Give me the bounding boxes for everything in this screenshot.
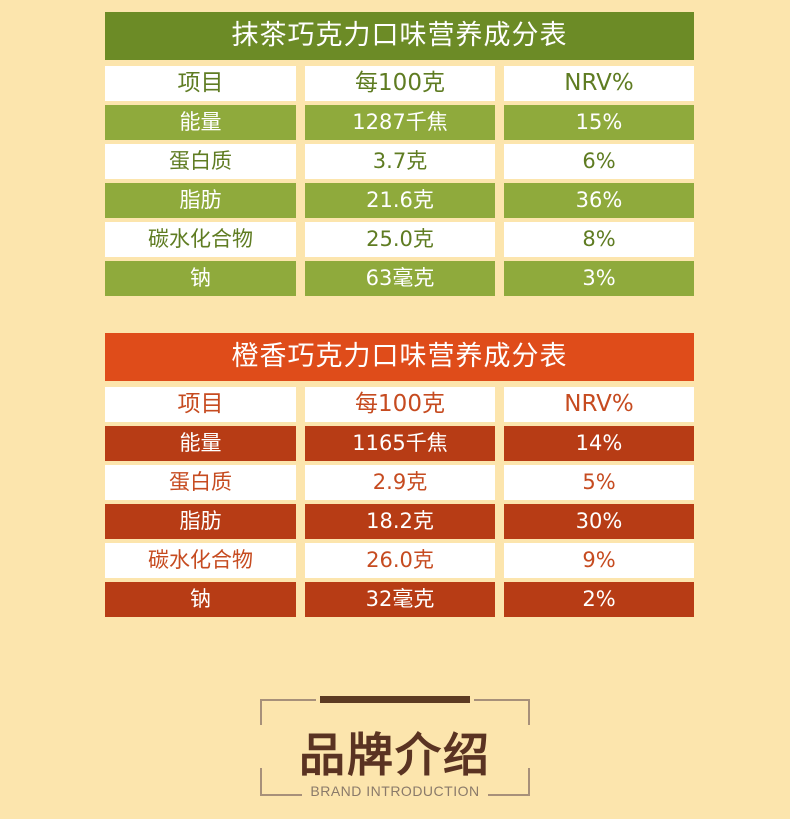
nutrient-nrv: 6% xyxy=(504,144,694,179)
table-title: 抹茶巧克力口味营养成分表 xyxy=(105,12,694,60)
nutrient-amount: 25.0克 xyxy=(305,222,495,257)
table-row: 钠 32毫克 2% xyxy=(105,582,694,617)
header-cell-nrv: NRV% xyxy=(504,66,694,101)
matcha-nutrition-table: 抹茶巧克力口味营养成分表 项目 每100克 NRV% 能量 1287千焦 15%… xyxy=(105,12,694,296)
brand-intro-title: 品牌介绍 xyxy=(299,728,491,782)
nutrient-amount: 63毫克 xyxy=(305,261,495,296)
nutrient-nrv: 2% xyxy=(504,582,694,617)
table-row: 能量 1287千焦 15% xyxy=(105,105,694,140)
nutrient-name: 脂肪 xyxy=(105,183,296,218)
nutrient-name: 蛋白质 xyxy=(105,144,296,179)
nutrient-amount: 26.0克 xyxy=(305,543,495,578)
nutrient-nrv: 9% xyxy=(504,543,694,578)
table-row: 碳水化合物 26.0克 9% xyxy=(105,543,694,578)
table-row: 蛋白质 2.9克 5% xyxy=(105,465,694,500)
nutrient-nrv: 14% xyxy=(504,426,694,461)
nutrient-amount: 21.6克 xyxy=(305,183,495,218)
frame-corner-top-left xyxy=(260,699,316,725)
table-row: 脂肪 21.6克 36% xyxy=(105,183,694,218)
header-cell-nrv: NRV% xyxy=(504,387,694,422)
nutrient-name: 蛋白质 xyxy=(105,465,296,500)
nutrient-nrv: 5% xyxy=(504,465,694,500)
nutrient-nrv: 36% xyxy=(504,183,694,218)
decorative-bar xyxy=(320,696,470,703)
nutrient-name: 能量 xyxy=(105,105,296,140)
brand-intro-subtitle: BRAND INTRODUCTION xyxy=(310,783,480,799)
header-cell-per100g: 每100克 xyxy=(305,66,495,101)
nutrient-amount: 18.2克 xyxy=(305,504,495,539)
nutrient-name: 碳水化合物 xyxy=(105,543,296,578)
nutrient-name: 钠 xyxy=(105,261,296,296)
nutrient-amount: 32毫克 xyxy=(305,582,495,617)
nutrient-nrv: 30% xyxy=(504,504,694,539)
table-header-row: 项目 每100克 NRV% xyxy=(105,387,694,422)
nutrient-amount: 3.7克 xyxy=(305,144,495,179)
table-row: 蛋白质 3.7克 6% xyxy=(105,144,694,179)
nutrient-nrv: 8% xyxy=(504,222,694,257)
nutrient-nrv: 15% xyxy=(504,105,694,140)
nutrient-amount: 1287千焦 xyxy=(305,105,495,140)
table-row: 能量 1165千焦 14% xyxy=(105,426,694,461)
nutrient-name: 脂肪 xyxy=(105,504,296,539)
header-cell-per100g: 每100克 xyxy=(305,387,495,422)
header-cell-item: 项目 xyxy=(105,387,296,422)
orange-nutrition-table: 橙香巧克力口味营养成分表 项目 每100克 NRV% 能量 1165千焦 14%… xyxy=(105,333,694,617)
table-row: 脂肪 18.2克 30% xyxy=(105,504,694,539)
table-row: 碳水化合物 25.0克 8% xyxy=(105,222,694,257)
frame-corner-bottom-left xyxy=(260,768,302,796)
header-cell-item: 项目 xyxy=(105,66,296,101)
table-header-row: 项目 每100克 NRV% xyxy=(105,66,694,101)
table-title: 橙香巧克力口味营养成分表 xyxy=(105,333,694,381)
brand-intro-heading: 品牌介绍 BRAND INTRODUCTION xyxy=(258,694,532,800)
nutrient-name: 能量 xyxy=(105,426,296,461)
nutrient-name: 钠 xyxy=(105,582,296,617)
nutrient-amount: 2.9克 xyxy=(305,465,495,500)
nutrient-name: 碳水化合物 xyxy=(105,222,296,257)
frame-corner-bottom-right xyxy=(488,768,530,796)
nutrient-nrv: 3% xyxy=(504,261,694,296)
nutrient-amount: 1165千焦 xyxy=(305,426,495,461)
table-row: 钠 63毫克 3% xyxy=(105,261,694,296)
frame-corner-top-right xyxy=(474,699,530,725)
